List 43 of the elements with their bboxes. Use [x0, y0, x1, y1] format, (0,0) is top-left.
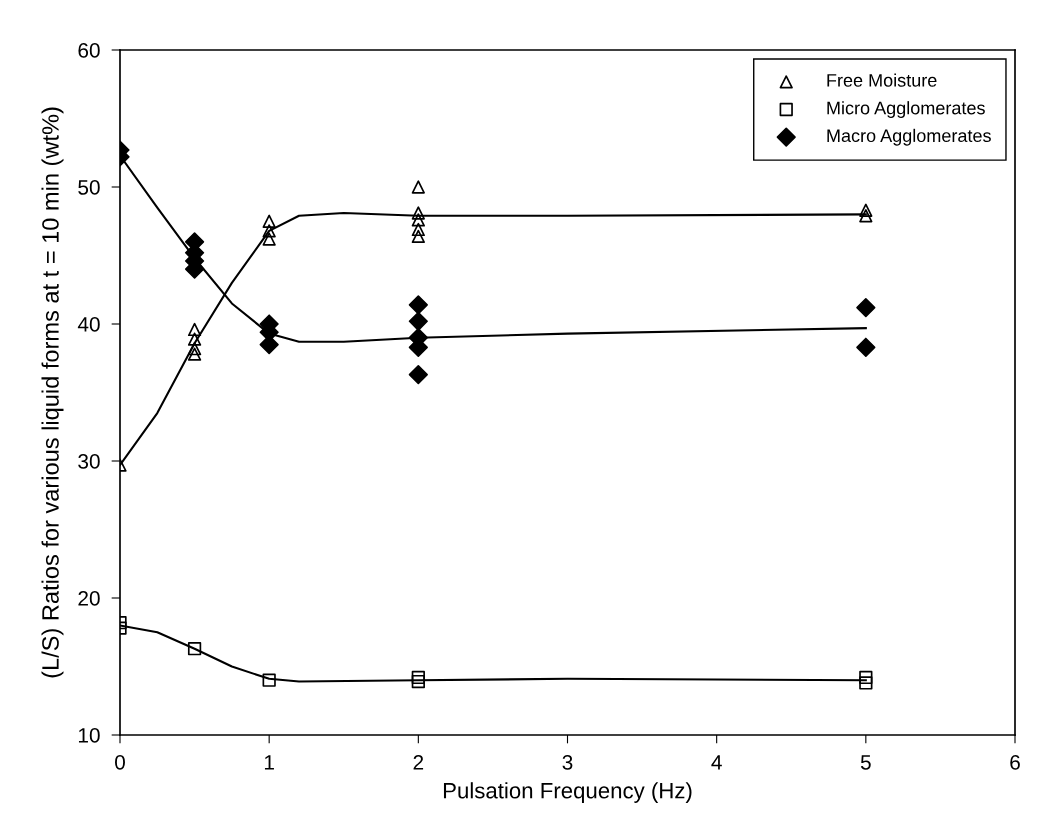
y-tick-label: 10 — [78, 728, 100, 743]
y-tick-label: 60 — [78, 43, 100, 58]
point — [411, 213, 425, 227]
x-tick-label: 1 — [264, 755, 274, 770]
point — [411, 206, 425, 220]
point — [411, 674, 425, 689]
point — [408, 295, 428, 315]
point — [187, 332, 202, 346]
x-axis-title: Pulsation Frequency (Hz) — [443, 782, 692, 803]
point — [187, 322, 202, 337]
point — [859, 670, 873, 685]
x-tick-label: 3 — [562, 754, 573, 770]
point — [262, 673, 276, 687]
point — [408, 365, 428, 385]
legend-label: Micro Agglomerates — [827, 101, 985, 118]
point — [411, 180, 425, 194]
point — [859, 203, 873, 217]
point — [187, 642, 202, 656]
x-tick-label: 5 — [860, 755, 871, 770]
point — [262, 214, 276, 228]
point — [187, 347, 202, 361]
x-tick-label: 6 — [1010, 754, 1020, 770]
x-tick-label: 0 — [115, 754, 125, 770]
point — [408, 311, 428, 331]
y-axis-title: (L/S) Ratios for various liquid forms at t = 10 min (wt%) — [41, 107, 64, 678]
point — [187, 342, 202, 356]
point — [859, 676, 873, 690]
x-tick-label: 4 — [711, 755, 722, 770]
legend-label: Macro Agglomerates — [827, 128, 991, 146]
point — [411, 229, 425, 243]
x-tick-label: 2 — [413, 754, 424, 770]
point — [856, 297, 876, 318]
y-tick-label: 50 — [78, 180, 100, 195]
point — [856, 337, 876, 357]
point — [411, 670, 425, 685]
point — [262, 224, 276, 238]
y-tick-label: 40 — [77, 317, 100, 332]
y-tick-label: 30 — [78, 454, 100, 469]
point — [859, 209, 873, 223]
point — [411, 222, 425, 237]
y-tick-label: 20 — [78, 591, 100, 606]
point — [262, 232, 276, 246]
legend-label: Free Moisture — [827, 73, 937, 87]
